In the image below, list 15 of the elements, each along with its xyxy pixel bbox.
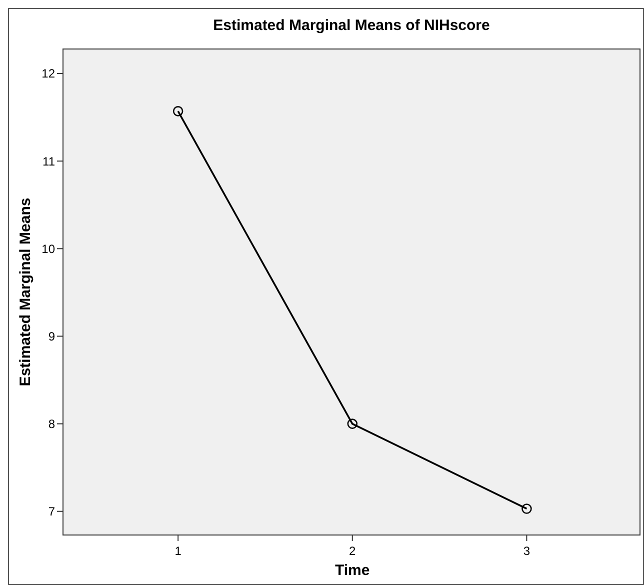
- point: [522, 504, 532, 514]
- y-axis-title: Estimated Marginal Means: [17, 198, 34, 386]
- point: [347, 418, 358, 429]
- y-tick-label: 10: [42, 242, 56, 256]
- point: [172, 106, 184, 116]
- x-tick-label: 3: [523, 544, 530, 558]
- y-tick-label: 12: [42, 66, 56, 81]
- y-tick-label: 9: [48, 329, 56, 344]
- chart-title: Estimated Marginal Means of NIHscore: [213, 17, 490, 34]
- y-tick-label: 11: [42, 154, 56, 168]
- x-axis-title: Time: [334, 562, 370, 579]
- x-tick-label: 2: [349, 544, 356, 558]
- x-tick-label: 1: [174, 544, 182, 558]
- y-tick-label: 7: [48, 504, 56, 519]
- y-tick-label: 8: [48, 416, 56, 431]
